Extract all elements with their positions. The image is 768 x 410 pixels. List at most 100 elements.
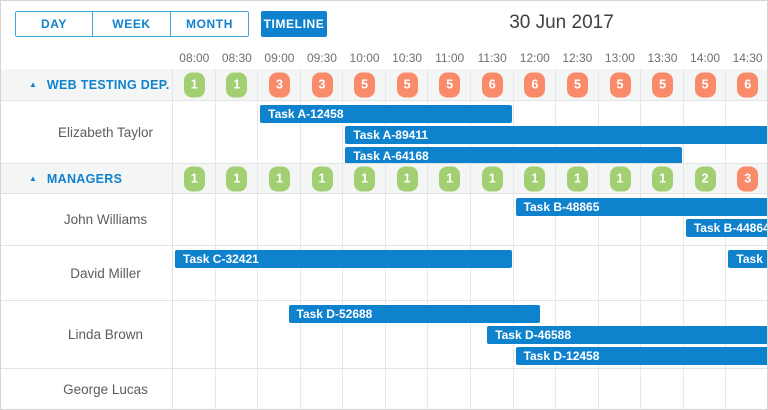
group-label: MANAGERS bbox=[46, 171, 123, 186]
grid-cell[interactable] bbox=[301, 246, 344, 300]
count-badge[interactable]: 3 bbox=[311, 72, 333, 97]
grid-cell[interactable] bbox=[216, 246, 259, 300]
grid-cell[interactable] bbox=[556, 246, 599, 300]
grid-cell[interactable] bbox=[514, 194, 557, 245]
group-row-managers[interactable]: ▲ MANAGERS 1 1 1 1 1 1 1 1 1 1 1 1 2 3 bbox=[1, 164, 767, 194]
grid-cell[interactable] bbox=[471, 246, 514, 300]
grid-cell[interactable] bbox=[173, 194, 216, 245]
view-button-timeline[interactable]: TIMELINE bbox=[261, 11, 327, 37]
count-badge[interactable]: 3 bbox=[737, 166, 759, 191]
count-badge[interactable]: 1 bbox=[439, 166, 461, 191]
grid-cell[interactable] bbox=[258, 194, 301, 245]
count-badge[interactable]: 2 bbox=[694, 166, 716, 191]
count-badge[interactable]: 1 bbox=[183, 72, 205, 97]
count-badge[interactable]: 1 bbox=[481, 166, 503, 191]
grid-cell[interactable] bbox=[258, 301, 301, 368]
grid-cell[interactable] bbox=[343, 369, 386, 409]
grid-cell[interactable] bbox=[428, 301, 471, 368]
count-badge[interactable]: 5 bbox=[694, 72, 716, 97]
count-badge[interactable]: 1 bbox=[652, 166, 674, 191]
grid-cell[interactable] bbox=[386, 301, 429, 368]
grid-cell[interactable] bbox=[216, 301, 259, 368]
task-bar[interactable]: Task A-64168 bbox=[345, 147, 682, 163]
task-bar[interactable]: Task B-44864 bbox=[685, 219, 767, 237]
count-badge[interactable]: 5 bbox=[396, 72, 418, 97]
count-badge[interactable]: 1 bbox=[311, 166, 333, 191]
count-badge[interactable]: 6 bbox=[737, 72, 759, 97]
grid-cell[interactable] bbox=[684, 369, 727, 409]
count-badge[interactable]: 5 bbox=[566, 72, 588, 97]
count-badge[interactable]: 1 bbox=[396, 166, 418, 191]
grid-cell[interactable] bbox=[428, 194, 471, 245]
grid-cell[interactable] bbox=[641, 194, 684, 245]
count-badge[interactable]: 1 bbox=[226, 72, 248, 97]
row-grid: Task D-52688 Task D-46588 Task D-12458 bbox=[173, 301, 767, 368]
task-bar[interactable]: Task D-46588 bbox=[487, 326, 767, 344]
grid-cell[interactable] bbox=[173, 369, 216, 409]
grid-cell[interactable] bbox=[641, 369, 684, 409]
grid-cell[interactable] bbox=[173, 246, 216, 300]
grid-cell[interactable] bbox=[301, 301, 344, 368]
grid-cell[interactable] bbox=[726, 369, 767, 409]
grid-cell[interactable] bbox=[599, 369, 642, 409]
grid-cell[interactable] bbox=[599, 246, 642, 300]
grid-cell[interactable] bbox=[343, 194, 386, 245]
count-badge[interactable]: 6 bbox=[524, 72, 546, 97]
count-badge[interactable]: 1 bbox=[268, 166, 290, 191]
grid-cell[interactable] bbox=[471, 194, 514, 245]
count-badge[interactable]: 1 bbox=[226, 166, 248, 191]
grid-cell[interactable] bbox=[343, 301, 386, 368]
time-header-cell: 10:00 bbox=[349, 50, 380, 65]
grid-cell[interactable] bbox=[216, 369, 259, 409]
task-bar[interactable]: Task A-89411 bbox=[345, 126, 767, 144]
grid-cell[interactable] bbox=[684, 246, 727, 300]
grid-cell[interactable] bbox=[258, 101, 301, 163]
grid-cell[interactable] bbox=[428, 246, 471, 300]
grid-cell[interactable] bbox=[343, 246, 386, 300]
count-badge[interactable]: 5 bbox=[652, 72, 674, 97]
grid-cell[interactable] bbox=[301, 101, 344, 163]
grid-cell[interactable] bbox=[301, 194, 344, 245]
collapse-icon[interactable]: ▲ bbox=[29, 79, 37, 89]
grid-cell[interactable] bbox=[556, 194, 599, 245]
count-badge[interactable]: 1 bbox=[609, 166, 631, 191]
grid-cell[interactable] bbox=[599, 194, 642, 245]
grid-cell[interactable] bbox=[556, 369, 599, 409]
grid-cell[interactable] bbox=[301, 369, 344, 409]
task-bar[interactable]: Task D-52688 bbox=[288, 305, 540, 323]
group-row-web-testing-dep[interactable]: ▲ WEB TESTING DEP. 1 1 3 3 5 5 5 6 6 5 5 5 5 6 bbox=[1, 69, 767, 101]
grid-cell[interactable] bbox=[514, 369, 557, 409]
count-badge[interactable]: 5 bbox=[439, 72, 461, 97]
grid-cell[interactable] bbox=[386, 369, 429, 409]
count-badge[interactable]: 1 bbox=[183, 166, 205, 191]
task-bar[interactable]: Task D-12458 bbox=[515, 347, 767, 365]
task-bar[interactable]: Task A-12458 bbox=[260, 105, 512, 123]
grid-cell[interactable] bbox=[641, 246, 684, 300]
grid-cell[interactable] bbox=[173, 301, 216, 368]
task-bar[interactable]: Task C-32421 bbox=[175, 250, 512, 268]
count-badge[interactable]: 5 bbox=[609, 72, 631, 97]
count-badge[interactable]: 3 bbox=[268, 72, 290, 97]
grid-cell[interactable] bbox=[216, 101, 259, 163]
collapse-icon[interactable]: ▲ bbox=[29, 173, 37, 183]
grid-cell[interactable] bbox=[258, 246, 301, 300]
grid-cell[interactable] bbox=[258, 369, 301, 409]
count-badge[interactable]: 5 bbox=[354, 72, 376, 97]
count-badge[interactable]: 1 bbox=[354, 166, 376, 191]
task-bar[interactable]: Task bbox=[728, 250, 767, 268]
count-badge[interactable]: 1 bbox=[566, 166, 588, 191]
grid-cell[interactable] bbox=[514, 246, 557, 300]
grid-cell[interactable] bbox=[471, 369, 514, 409]
grid-cell[interactable] bbox=[173, 101, 216, 163]
grid-cell[interactable] bbox=[386, 194, 429, 245]
row-name-cell: Elizabeth Taylor bbox=[1, 101, 173, 163]
count-badge[interactable]: 6 bbox=[481, 72, 503, 97]
task-bar[interactable]: Task B-48865 bbox=[515, 198, 767, 216]
grid-cell[interactable] bbox=[428, 369, 471, 409]
view-button-week[interactable]: WEEK bbox=[93, 11, 171, 37]
view-button-day[interactable]: DAY bbox=[15, 11, 93, 37]
view-button-month[interactable]: MONTH bbox=[171, 11, 249, 37]
grid-cell[interactable] bbox=[216, 194, 259, 245]
grid-cell[interactable] bbox=[386, 246, 429, 300]
count-badge[interactable]: 1 bbox=[524, 166, 546, 191]
